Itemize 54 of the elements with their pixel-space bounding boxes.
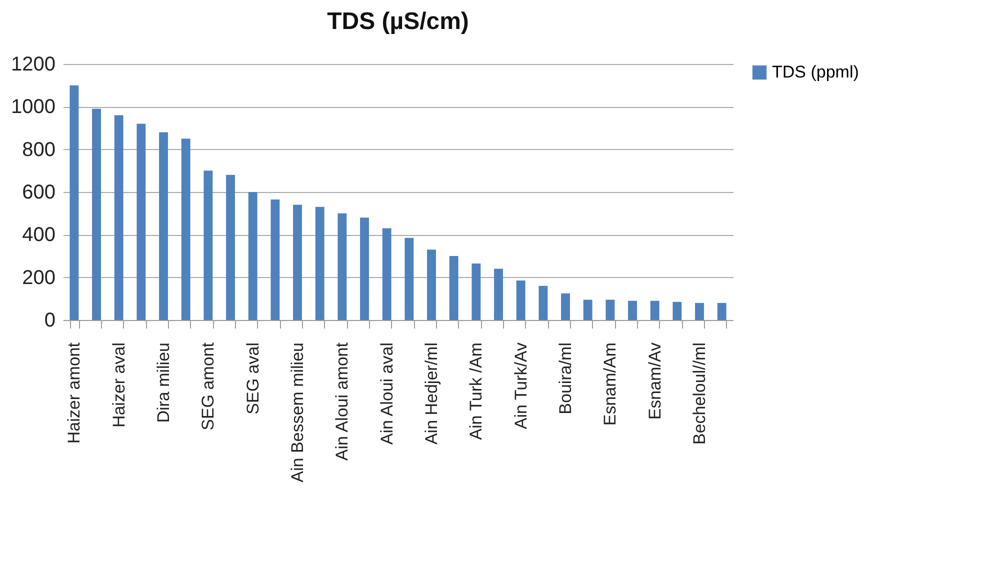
x-tick-label: Ain Aloui amont — [332, 342, 352, 461]
bar — [449, 256, 458, 320]
bar — [136, 124, 146, 320]
bar — [516, 280, 526, 320]
chart-title: TDS (µS/cm) — [327, 8, 469, 35]
x-tick-label: Haizer aval — [109, 342, 128, 428]
y-tick-label: 1200 — [11, 54, 56, 76]
legend-label: TDS (ppml) — [772, 62, 859, 82]
x-tick-label: Ain Turk/Av — [511, 342, 530, 430]
bar — [159, 132, 168, 320]
bar — [338, 213, 347, 320]
x-tick-label: Dira milieu — [154, 342, 173, 423]
y-tick-label: 800 — [22, 138, 56, 161]
x-tick-label: Esnam/Av — [645, 342, 664, 420]
bar — [494, 268, 503, 320]
bar — [248, 192, 258, 320]
bar — [672, 302, 682, 320]
bar — [114, 115, 124, 320]
x-tick-label: Ain Bessem milieu — [288, 342, 307, 482]
y-tick-label: 1000 — [11, 96, 56, 118]
bar — [315, 206, 324, 320]
bar — [270, 199, 280, 320]
x-tick-label: Ain Hedjer/ml — [422, 342, 441, 445]
bar — [695, 302, 704, 320]
bar — [404, 238, 414, 320]
bar — [561, 293, 570, 320]
bar — [538, 286, 548, 320]
bar — [382, 228, 392, 320]
x-tick-label: SEG amont — [198, 342, 218, 430]
bar — [92, 108, 101, 320]
x-tick-label: Ain Aloui aval — [377, 342, 396, 445]
bar — [427, 250, 436, 320]
x-tick-label: Ain Turk /Am — [466, 342, 486, 440]
bar — [472, 263, 481, 320]
y-tick-label: 600 — [22, 182, 56, 204]
x-tick-label: Haizer amont — [64, 342, 84, 444]
bar — [70, 85, 79, 320]
bar — [360, 218, 369, 320]
x-tick-label: Becheloul//ml — [690, 342, 709, 445]
bar — [628, 300, 637, 320]
bar — [293, 204, 302, 320]
bar — [650, 300, 660, 320]
x-tick-label: Bouira/ml — [556, 342, 575, 414]
bar — [717, 302, 726, 320]
bar — [606, 300, 615, 320]
bar — [226, 174, 235, 320]
y-tick-label: 400 — [22, 224, 56, 246]
y-tick-label: 0 — [44, 310, 56, 332]
bar — [204, 170, 213, 320]
bar — [181, 138, 190, 320]
x-tick-label: Esnam/Am — [600, 342, 620, 426]
y-tick-label: 200 — [22, 266, 56, 289]
x-tick-label: SEG aval — [243, 342, 262, 414]
bar — [583, 300, 592, 320]
